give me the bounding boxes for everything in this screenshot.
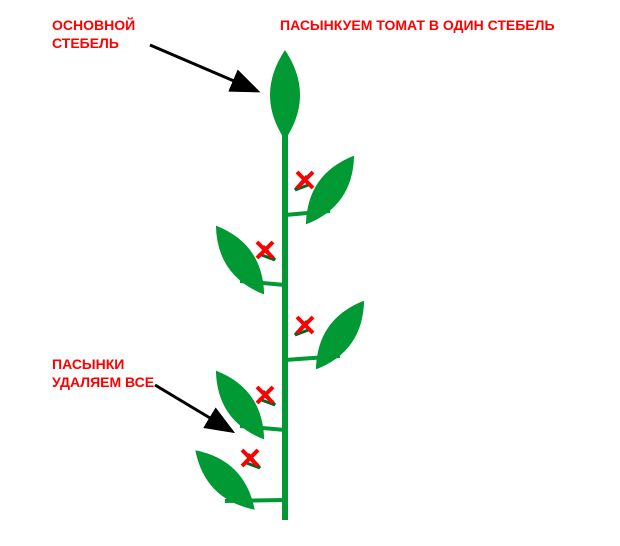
diagram-container: ПАСЫНКУЕМ ТОМАТ В ОДИН СТЕБЕЛЬ ОСНОВНОЙ … [0,0,620,546]
plant-diagram [0,0,620,546]
